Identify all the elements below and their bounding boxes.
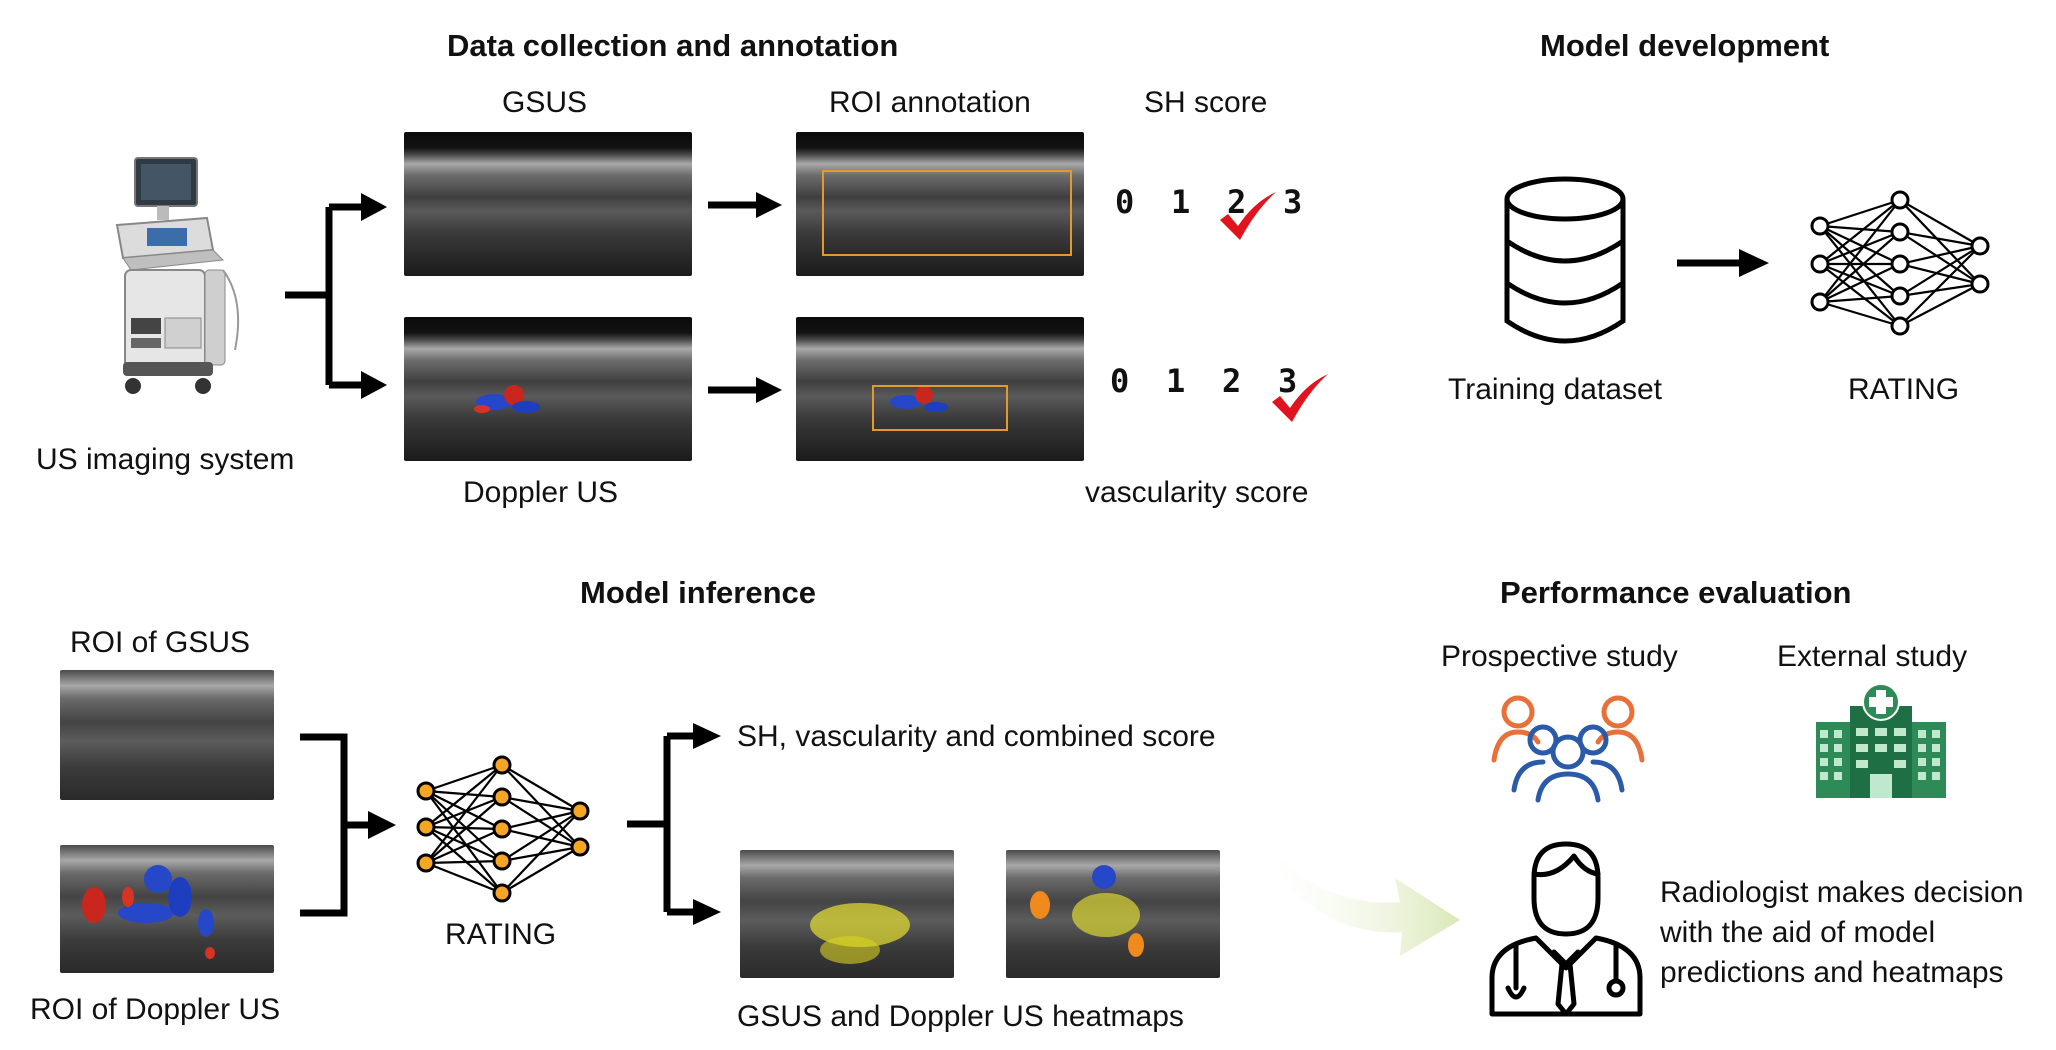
section-title-model-inference: Model inference bbox=[580, 575, 816, 610]
section-title-data-collection: Data collection and annotation bbox=[447, 28, 899, 63]
vasc-digit-3: 3 bbox=[1278, 362, 1298, 400]
vasc-digit-0: 0 bbox=[1110, 362, 1130, 400]
vasc-digit-2: 2 bbox=[1222, 362, 1242, 400]
sh-digit-0: 0 bbox=[1115, 183, 1135, 221]
doppler-color-flow bbox=[474, 385, 540, 413]
label-vascularity-score: vascularity score bbox=[1085, 476, 1309, 509]
arrow-doppler-to-roi bbox=[708, 377, 782, 403]
roi-annotated-doppler-image bbox=[796, 317, 1084, 461]
ultrasound-machine-icon bbox=[115, 157, 240, 394]
doppler-us-image bbox=[404, 317, 692, 461]
roi-gsus-image bbox=[60, 670, 274, 800]
arrow-gsus-to-roi bbox=[708, 192, 782, 218]
label-radiologist-line-1: Radiologist makes decision bbox=[1660, 876, 2024, 909]
label-roi-gsus: ROI of GSUS bbox=[70, 626, 251, 659]
roi-box-gsus bbox=[822, 170, 1072, 256]
doppler-heatmap-image bbox=[1006, 850, 1220, 978]
label-rating-bottom: RATING bbox=[445, 918, 557, 951]
label-us-system: US imaging system bbox=[36, 443, 295, 476]
doppler-color-flow-crop bbox=[82, 865, 215, 959]
section-title-model-development: Model development bbox=[1540, 28, 1830, 63]
label-external-study: External study bbox=[1777, 640, 1968, 673]
label-output-scores: SH, vascularity and combined score bbox=[737, 720, 1216, 753]
label-radiologist-line-3: predictions and heatmaps bbox=[1660, 956, 2004, 989]
label-radiologist-line-2: with the aid of model bbox=[1660, 916, 1936, 949]
gradient-arrow bbox=[1250, 820, 1460, 956]
doctor-icon bbox=[1489, 841, 1643, 1017]
label-rating-top: RATING bbox=[1848, 373, 1960, 406]
checkmark-icon bbox=[1272, 374, 1328, 422]
label-roi-doppler: ROI of Doppler US bbox=[30, 993, 281, 1026]
arrow-dataset-to-model bbox=[1677, 249, 1769, 277]
label-roi-annotation: ROI annotation bbox=[829, 86, 1031, 119]
label-training-dataset: Training dataset bbox=[1448, 373, 1663, 406]
heatmap-overlay-gsus bbox=[810, 903, 910, 964]
label-doppler-us: Doppler US bbox=[463, 476, 619, 509]
vasc-digit-1: 1 bbox=[1166, 362, 1186, 400]
merge-arrow-inference bbox=[300, 733, 396, 917]
hospital-icon bbox=[1816, 683, 1946, 798]
sh-digit-1: 1 bbox=[1171, 183, 1191, 221]
roi-annotated-gsus-image bbox=[796, 132, 1084, 276]
label-heatmaps: GSUS and Doppler US heatmaps bbox=[737, 1000, 1184, 1033]
database-icon bbox=[1504, 176, 1626, 344]
gsus-image bbox=[404, 132, 692, 276]
roi-box-doppler bbox=[872, 385, 1008, 431]
neural-network-icon bbox=[416, 755, 590, 903]
label-gsus: GSUS bbox=[502, 86, 588, 119]
gsus-heatmap-image bbox=[740, 850, 954, 978]
split-arrow-outputs bbox=[627, 723, 721, 925]
neural-network-icon bbox=[1810, 190, 1990, 336]
checkmark-icon bbox=[1220, 192, 1276, 240]
sh-digit-3: 3 bbox=[1283, 183, 1303, 221]
section-title-performance-evaluation: Performance evaluation bbox=[1500, 575, 1852, 610]
roi-doppler-image bbox=[60, 845, 274, 973]
label-sh-score: SH score bbox=[1144, 86, 1268, 119]
sh-digit-2: 2 bbox=[1227, 183, 1247, 221]
split-arrow-top-left bbox=[285, 193, 387, 399]
heatmap-overlay-doppler bbox=[1030, 865, 1144, 957]
doppler-color-flow-roi bbox=[890, 386, 948, 412]
people-group-icon bbox=[1491, 695, 1645, 803]
label-prospective-study: Prospective study bbox=[1441, 640, 1678, 673]
